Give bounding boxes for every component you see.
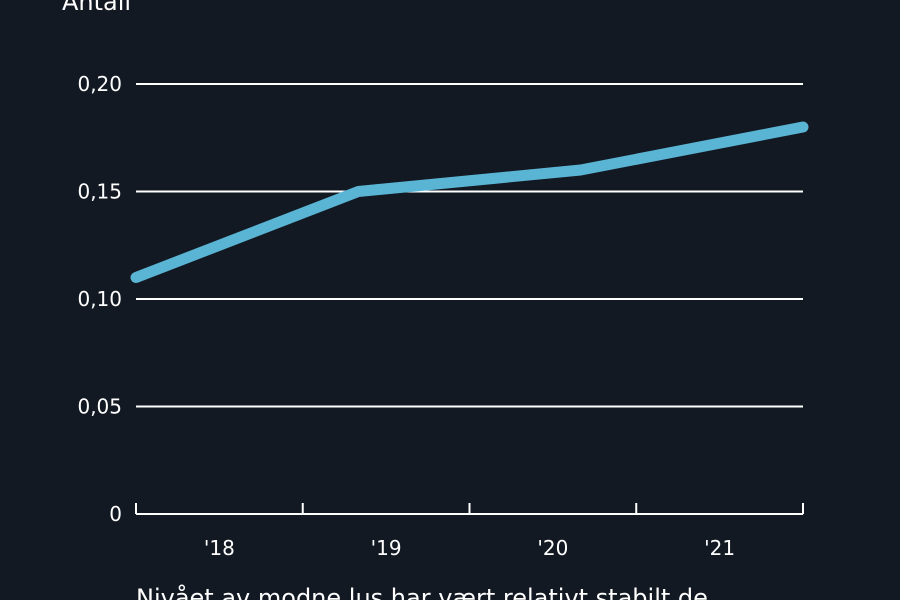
x-tick-label: '18: [204, 536, 235, 560]
y-tick-label: 0,05: [77, 395, 122, 419]
x-tick-label: '21: [704, 536, 735, 560]
y-tick-label: 0,20: [77, 72, 122, 96]
y-tick-label: 0: [109, 502, 122, 526]
x-tick-label: '19: [371, 536, 402, 560]
chart-title: Antall: [62, 0, 131, 16]
caption: Nivået av modne lus har vært relativt st…: [136, 583, 708, 600]
x-tick-label: '20: [537, 536, 568, 560]
line: [130, 121, 809, 283]
y-tick-label: 0,10: [77, 287, 122, 311]
y-tick-label: 0,15: [77, 180, 122, 204]
